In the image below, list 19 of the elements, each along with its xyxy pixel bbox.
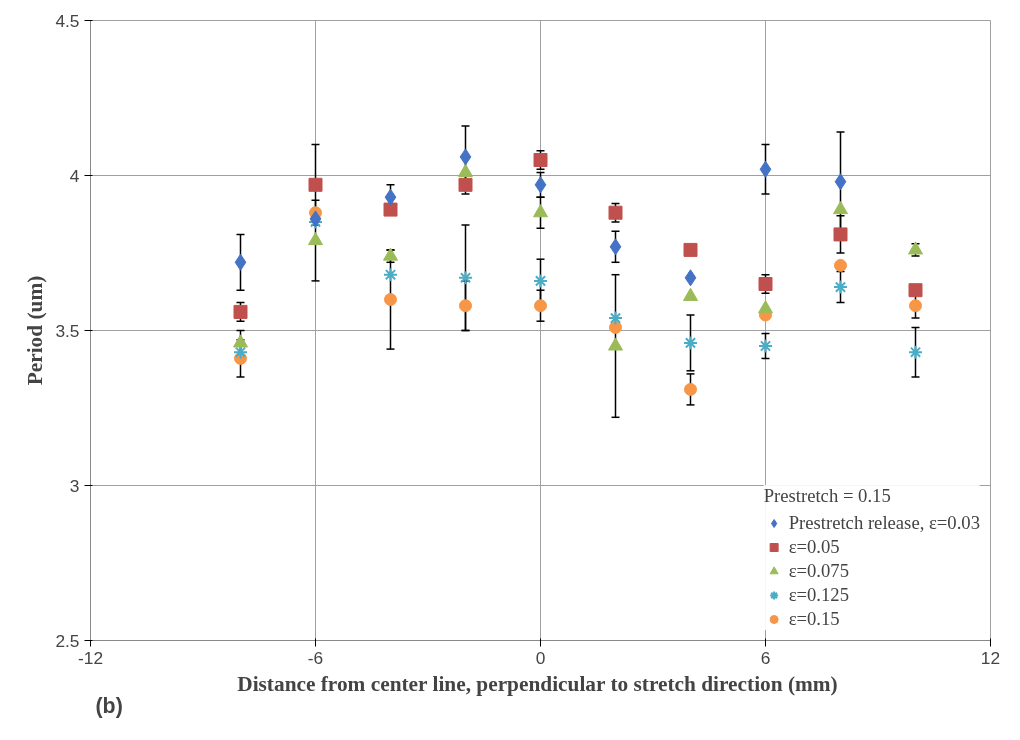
legend-label: ε=0.125 xyxy=(788,584,849,606)
x-tick-label: 6 xyxy=(760,647,771,668)
y-tick-label: 3.5 xyxy=(55,320,80,341)
x-tick-label: 0 xyxy=(535,647,546,668)
legend-label: ε=0.15 xyxy=(788,608,840,630)
legend-title: Prestretch = 0.15 xyxy=(763,485,892,507)
y-tick-label: 2.5 xyxy=(55,630,80,651)
y-tick-label: 4 xyxy=(69,165,80,186)
y-tick-label: 4.5 xyxy=(55,10,80,31)
legend-label: Prestretch release, ε=0.03 xyxy=(788,512,980,534)
y-tick-label: 3 xyxy=(69,475,80,496)
x-axis-title: Distance from center line, perpendicular to stretch direction (mm) xyxy=(237,671,838,696)
legend-label: ε=0.05 xyxy=(788,536,840,558)
legend-label: ε=0.075 xyxy=(788,560,849,582)
y-axis-title: Period (um) xyxy=(23,275,48,386)
x-tick-label: -6 xyxy=(307,647,324,668)
text: (b) xyxy=(95,693,123,718)
x-tick-label: 12 xyxy=(980,647,1001,668)
x-tick-label: -12 xyxy=(77,647,104,668)
